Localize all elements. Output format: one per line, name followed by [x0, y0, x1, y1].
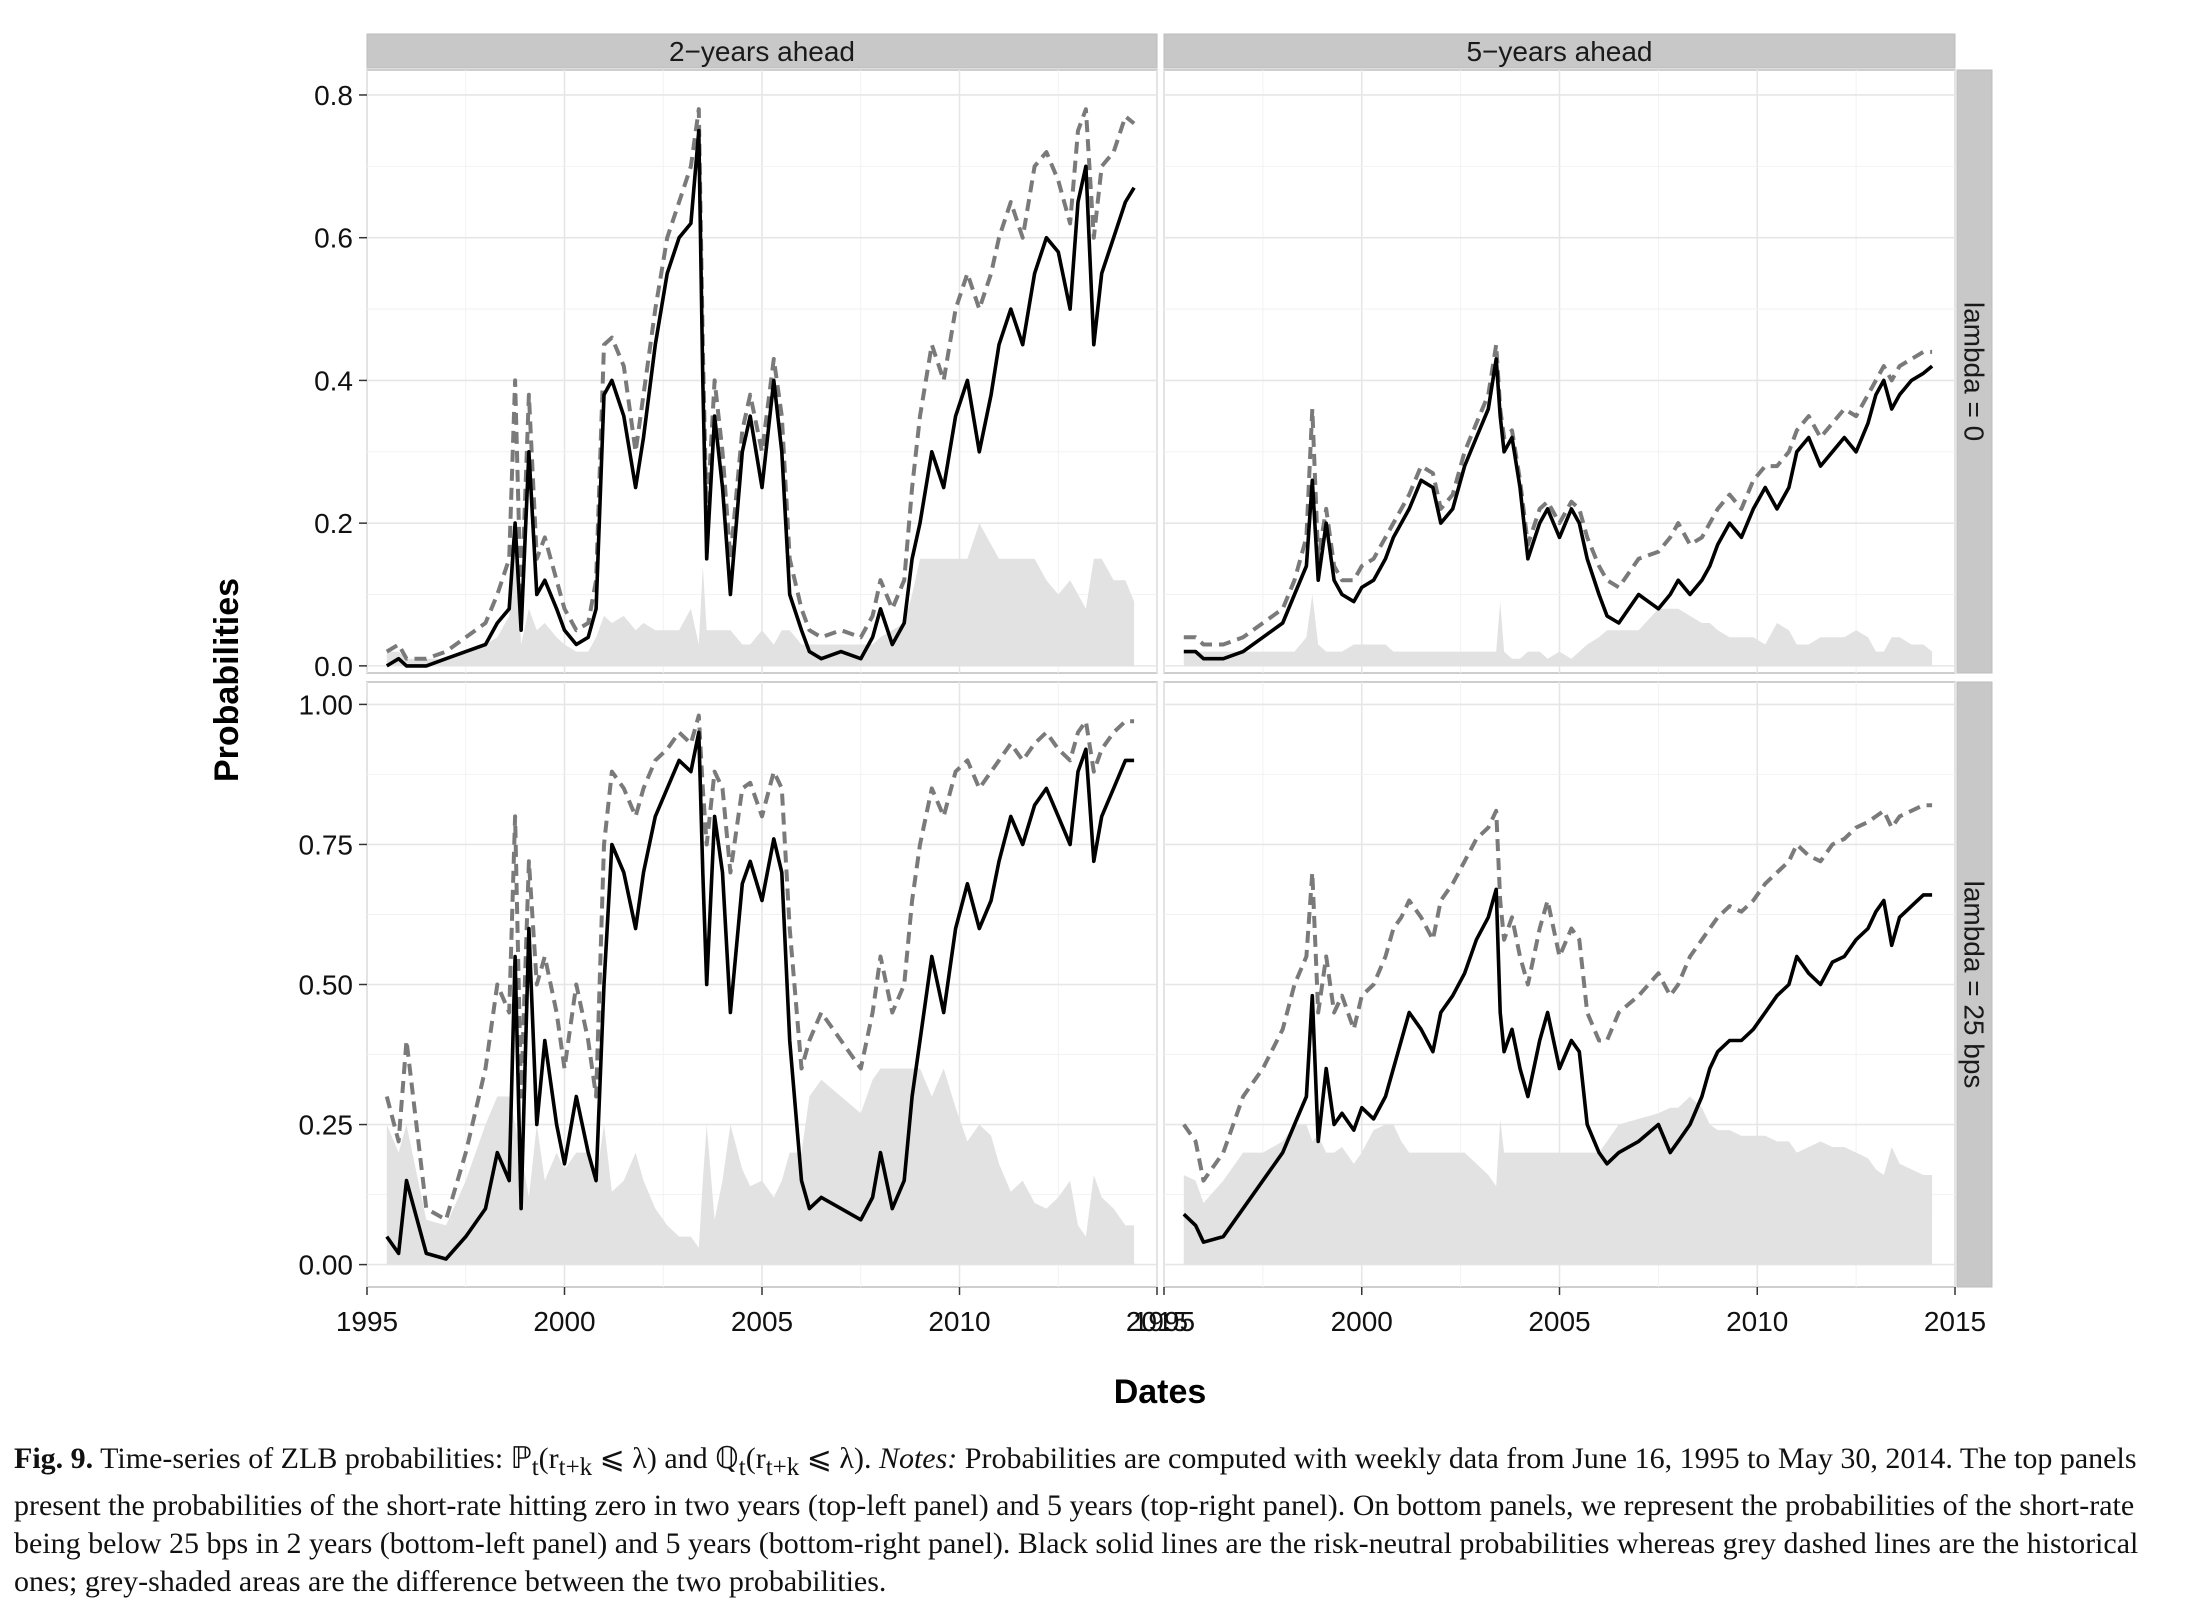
y-tick-label: 0.25: [299, 1110, 354, 1141]
x-tick-label: 2005: [1528, 1306, 1590, 1337]
historical-probability-line: [1183, 342, 1933, 647]
panel-series-0-1: [1183, 342, 1934, 666]
x-tick-label: 2000: [533, 1306, 595, 1337]
panel-0-1: [1163, 69, 1956, 674]
y-tick-label: 0.6: [314, 223, 353, 254]
risk-neutral-probability-line: [385, 128, 1136, 668]
x-axis-title: Dates: [1114, 1373, 1207, 1411]
x-tick-label: 2000: [1331, 1306, 1393, 1337]
col-strip-0: 2−years ahead: [366, 33, 1158, 69]
x-tick-label: 1995: [1133, 1306, 1195, 1337]
y-tick-label: 1.00: [299, 689, 354, 720]
y-tick-label: 0.0: [314, 651, 353, 682]
caption-notes-label: Notes:: [878, 1442, 958, 1475]
y-axis-row-1: 0.00 0.25 0.50 0.75 1.00: [299, 689, 367, 1281]
strip-background: [366, 33, 1158, 69]
caption-text-2: (r: [538, 1442, 559, 1475]
row-strip-label: lambda = 0: [1959, 302, 1990, 441]
caption-text-1: Time-series of ZLB probabilities: ℙ: [100, 1442, 532, 1475]
risk-neutral-probability-line: [1182, 887, 1933, 1244]
historical-probability-line: [1182, 803, 1933, 1183]
facet-chart: 2−years ahead 5−years ahead lambda = 0 lamb…: [208, 33, 1993, 1411]
x-tick-label: 2015: [1126, 1306, 1188, 1337]
panel-series-1-1: [1182, 803, 1933, 1265]
y-tick-label: 0.00: [299, 1250, 354, 1281]
difference-area: [386, 523, 1135, 666]
row-strip-label: lambda = 25 bps: [1959, 881, 1990, 1089]
caption-sub-3: t: [738, 1454, 746, 1481]
col-strip-1: 5−years ahead: [1163, 33, 1956, 69]
risk-neutral-probability-line: [385, 730, 1135, 1261]
difference-area: [1183, 1096, 1933, 1265]
y-tick-label: 0.75: [299, 829, 354, 860]
figure-caption: Fig. 9. Time-series of ZLB probabilities…: [14, 1440, 2194, 1601]
caption-sub-1: t: [531, 1454, 539, 1481]
y-tick-label: 0.50: [299, 970, 354, 1001]
risk-neutral-probability-line: [1183, 357, 1934, 661]
y-tick-label: 0.2: [314, 508, 353, 539]
caption-text-5: ⩽ λ).: [799, 1442, 879, 1475]
row-strip-1: lambda = 25 bps: [1956, 681, 1993, 1288]
y-tick-label: 0.4: [314, 365, 353, 396]
strip-background: [1956, 69, 1993, 674]
x-axis-col-1: 1995 2000 2005 2010 2015: [1133, 1287, 1986, 1337]
historical-probability-line: [384, 713, 1135, 1222]
y-axis-title: Probabilities: [208, 578, 246, 782]
y-tick-label: 0.8: [314, 80, 353, 111]
x-tick-label: 2015: [1924, 1306, 1986, 1337]
caption-sub-2: t+k: [558, 1454, 593, 1481]
caption-sub-4: t+k: [765, 1454, 800, 1481]
difference-area: [386, 1068, 1135, 1265]
caption-text-4: (r: [745, 1442, 766, 1475]
caption-text-3: ⩽ λ) and ℚ: [592, 1442, 739, 1475]
col-strip-label: 5−years ahead: [1466, 36, 1652, 67]
strips-layer: 2−years ahead 5−years ahead lambda = 0 lamb…: [366, 33, 1993, 1288]
historical-probability-line: [385, 107, 1136, 661]
difference-area: [1183, 594, 1933, 666]
strip-background: [1163, 33, 1956, 69]
strip-background: [1956, 681, 1993, 1288]
panel-series-0-0: [385, 107, 1136, 668]
caption-label: Fig. 9.: [14, 1442, 94, 1475]
panels-layer: [366, 69, 1956, 1288]
panel-series-1-0: [384, 713, 1135, 1265]
x-tick-label: 2010: [928, 1306, 990, 1337]
x-tick-label: 2010: [1726, 1306, 1788, 1337]
row-strip-0: lambda = 0: [1956, 69, 1993, 674]
y-axis-row-0: 0.0 0.2 0.4 0.6 0.8: [314, 80, 367, 682]
x-axis-col-0: 1995 2000 2005 2010 2015: [336, 1287, 1188, 1337]
grid-lines: [1163, 682, 1956, 1287]
x-tick-label: 2005: [731, 1306, 793, 1337]
x-tick-label: 1995: [336, 1306, 398, 1337]
col-strip-label: 2−years ahead: [669, 36, 855, 67]
